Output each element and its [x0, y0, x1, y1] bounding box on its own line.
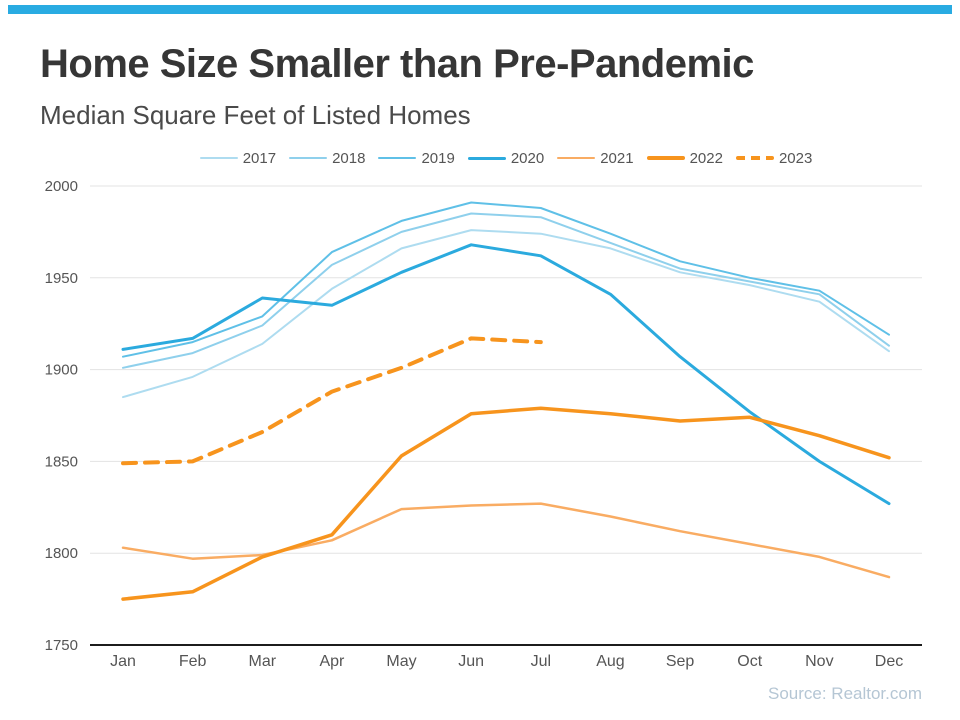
series-line-2021	[121, 502, 891, 579]
source-attribution: Source: Realtor.com	[767, 684, 922, 703]
y-tick-label: 1850	[45, 453, 78, 470]
legend-label-2022: 2022	[689, 149, 723, 167]
legend-swatch-2021	[557, 156, 596, 160]
x-tick-label: May	[386, 653, 416, 670]
x-tick-label: Aug	[596, 653, 624, 670]
y-tick-label: 1750	[45, 637, 78, 654]
y-tick-label: 2000	[45, 178, 78, 195]
legend-label-2017: 2017	[242, 149, 277, 167]
legend-label-2019: 2019	[421, 149, 455, 167]
series-line-2017	[122, 229, 890, 399]
x-tick-label: Nov	[805, 653, 833, 670]
legend-swatch-2020	[467, 156, 506, 160]
legend-item-2023: 2023	[735, 149, 813, 167]
series-line-2022	[121, 406, 891, 601]
legend-swatch-2019	[378, 156, 417, 160]
x-tick-label: Jul	[531, 653, 551, 670]
chart-legend: 2017 2018 2019 2020 2021 2022 2023	[90, 147, 922, 169]
series-line-2018	[122, 212, 890, 369]
legend-item-2019: 2019	[378, 149, 455, 167]
legend-item-2022: 2022	[646, 149, 723, 167]
legend-swatch-2018	[289, 156, 328, 160]
legend-label-2021: 2021	[600, 149, 634, 167]
y-tick-label: 1800	[45, 545, 78, 562]
y-tick-label: 1950	[45, 270, 78, 287]
legend-item-2020: 2020	[467, 149, 545, 167]
legend-item-2018: 2018	[289, 150, 365, 167]
legend-swatch-2017	[199, 156, 238, 160]
x-tick-label: Apr	[319, 653, 345, 670]
y-tick-label: 1900	[45, 362, 78, 379]
top-accent-bar	[8, 5, 952, 14]
legend-item-2021: 2021	[557, 149, 634, 167]
legend-item-2017: 2017	[199, 149, 277, 167]
legend-swatch-2023	[735, 156, 774, 160]
x-tick-label: Dec	[875, 653, 903, 670]
page-title: Home Size Smaller than Pre-Pandemic	[40, 42, 754, 86]
legend-label-2023: 2023	[778, 149, 813, 167]
legend-label-2020: 2020	[510, 149, 545, 167]
x-tick-label: Jan	[110, 653, 136, 670]
line-chart: 1750 1800 1850 1900 1950 2000 Jan Feb Mar Apr May J…	[45, 178, 922, 670]
x-tick-label: Feb	[179, 653, 207, 670]
legend-label-2018: 2018	[332, 149, 366, 167]
series-line-2020	[121, 243, 891, 506]
series-line-2019	[122, 201, 890, 358]
x-tick-label: Oct	[737, 653, 762, 670]
x-tick-label: Jun	[458, 653, 484, 670]
series-line-2023	[121, 336, 543, 466]
x-tick-label: Mar	[248, 653, 276, 670]
legend-swatch-2022	[646, 156, 685, 160]
page-subtitle: Median Square Feet of Listed Homes	[40, 100, 471, 130]
x-tick-label: Sep	[666, 653, 695, 670]
